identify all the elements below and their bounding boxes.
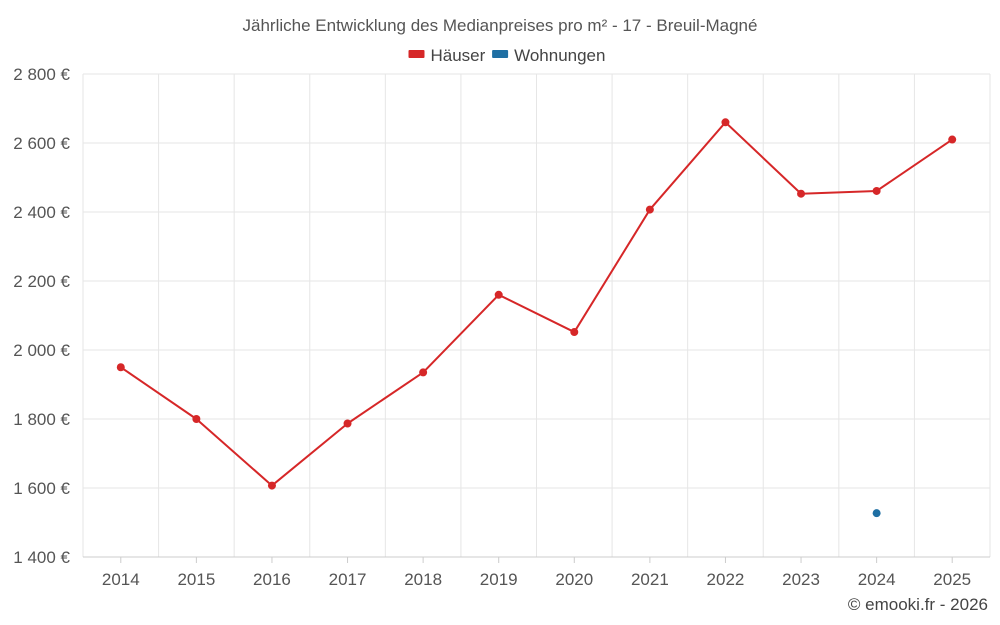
data-point-h-user — [343, 419, 352, 428]
axes: 1 400 € 1 600 € 1 800 € 2 000 € 2 200 € 2 400… — [13, 65, 990, 589]
legend-label-wohnungen: Wohnungen — [514, 46, 605, 65]
data-point-h-user — [419, 368, 428, 377]
x-tick-label: 2014 — [102, 570, 140, 589]
data-point-h-user — [192, 415, 201, 423]
data-point-h-user — [797, 189, 806, 198]
credit-text: © emooki.fr - 2026 — [848, 595, 988, 614]
data-point-h-user — [645, 205, 654, 214]
x-tick-label: 2018 — [404, 570, 442, 589]
series-wohnungen — [872, 509, 881, 518]
y-tick-label: 1 400 € — [13, 548, 70, 567]
data-point-h-user — [494, 290, 503, 299]
data-point-h-user — [721, 118, 730, 127]
x-tick-label: 2023 — [782, 570, 820, 589]
grid — [82, 73, 991, 558]
y-tick-label: 2 000 € — [13, 341, 70, 360]
y-tick-label: 2 600 € — [13, 134, 70, 153]
legend-swatch-h-user — [408, 50, 425, 58]
chart-title: Jährliche Entwicklung des Medianpreises … — [243, 16, 758, 35]
y-tick-label: 2 200 € — [13, 272, 70, 291]
x-tick-label: 2017 — [329, 570, 367, 589]
x-tick-label: 2019 — [480, 570, 518, 589]
y-tick-label: 1 600 € — [13, 479, 70, 498]
data-point-h-user — [948, 135, 957, 144]
x-tick-label: 2016 — [253, 570, 291, 589]
x-tick-label: 2020 — [555, 570, 593, 589]
y-tick-label: 2 800 € — [13, 65, 70, 84]
x-tick-label: 2015 — [177, 570, 215, 589]
x-tick-label: 2025 — [933, 570, 971, 589]
series-layer — [116, 118, 957, 518]
legend-item-h-user[interactable]: Häuser — [408, 46, 486, 65]
x-tick-label: 2022 — [707, 570, 745, 589]
data-point-wohnungen — [872, 509, 881, 518]
legend: Häuser Wohnungen — [408, 46, 605, 65]
data-point-h-user — [267, 481, 276, 490]
legend-swatch-wohnungen — [492, 50, 509, 58]
y-tick-label: 2 400 € — [13, 203, 70, 222]
series-h-user — [116, 118, 957, 490]
series-line-h-user — [120, 121, 953, 487]
legend-label-h-user: Häuser — [431, 46, 486, 65]
legend-item-wohnungen[interactable]: Wohnungen — [492, 46, 605, 65]
data-point-h-user — [570, 328, 579, 337]
data-point-h-user — [872, 186, 881, 195]
x-tick-label: 2021 — [631, 570, 669, 589]
y-tick-label: 1 800 € — [13, 410, 70, 429]
data-point-h-user — [116, 363, 125, 372]
x-tick-label: 2024 — [858, 570, 896, 589]
